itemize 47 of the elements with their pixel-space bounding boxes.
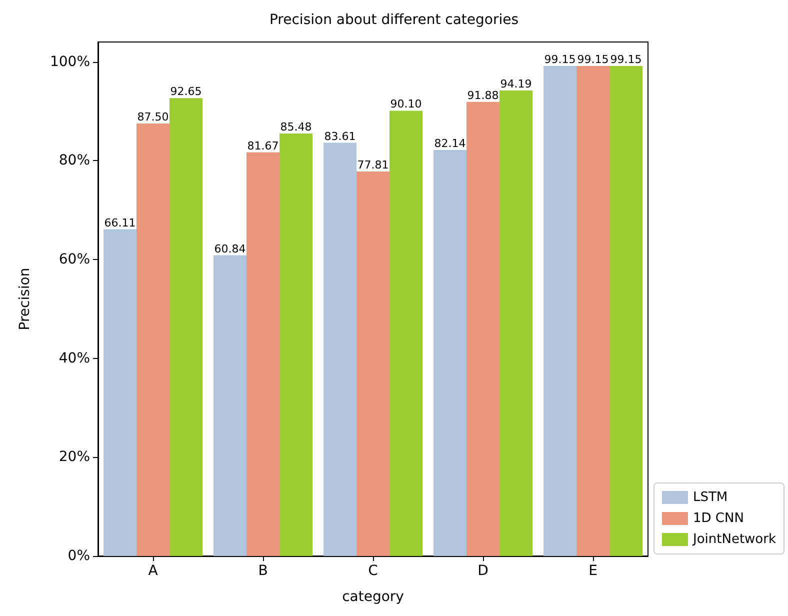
data-label: 83.61 <box>324 130 356 143</box>
legend-label: JointNetwork <box>692 532 776 547</box>
bar <box>136 124 170 556</box>
x-tick-label: D <box>478 563 488 579</box>
y-tick-label: 100% <box>50 54 90 70</box>
data-label: 99.15 <box>610 52 642 66</box>
bar <box>434 150 466 556</box>
legend-label: LSTM <box>692 490 728 505</box>
bar <box>324 142 356 556</box>
data-label: 92.65 <box>170 85 202 98</box>
bar <box>544 66 576 556</box>
bar <box>280 134 312 556</box>
data-label: 99.15 <box>577 52 609 66</box>
data-label: 77.81 <box>357 158 389 172</box>
bar <box>170 98 202 556</box>
data-label: 94.19 <box>500 77 532 90</box>
chart-title: Precision about different categories <box>269 12 519 28</box>
data-label: 60.84 <box>214 242 246 256</box>
data-label: 99.15 <box>544 52 576 66</box>
y-tick-label: 0% <box>68 548 90 564</box>
bar <box>576 66 610 556</box>
data-label: 82.14 <box>434 137 466 150</box>
bar <box>500 90 532 556</box>
legend-label: 1D CNN <box>692 511 744 526</box>
bar <box>390 110 422 556</box>
x-tick-label: C <box>368 563 378 579</box>
data-label: 87.50 <box>137 110 169 124</box>
bar <box>246 152 280 556</box>
bar <box>610 66 642 556</box>
data-label: 85.48 <box>280 120 312 134</box>
bar <box>214 255 246 556</box>
y-tick-label: 20% <box>58 449 90 466</box>
data-label: 90.10 <box>390 98 422 111</box>
x-tick-label: A <box>148 563 158 579</box>
data-label: 91.88 <box>467 88 499 102</box>
y-tick-label: 40% <box>58 350 90 366</box>
bar <box>104 229 136 556</box>
data-label: 81.67 <box>247 139 279 152</box>
y-tick-label: 60% <box>58 251 90 268</box>
x-tick-label: E <box>588 563 598 579</box>
y-axis-title: Precision <box>17 268 33 330</box>
x-axis-title: category <box>342 589 404 605</box>
bar <box>356 171 390 556</box>
y-tick-label: 80% <box>58 152 90 169</box>
data-label: 66.11 <box>104 216 136 230</box>
bar <box>466 102 500 556</box>
x-tick-label: B <box>258 563 268 579</box>
